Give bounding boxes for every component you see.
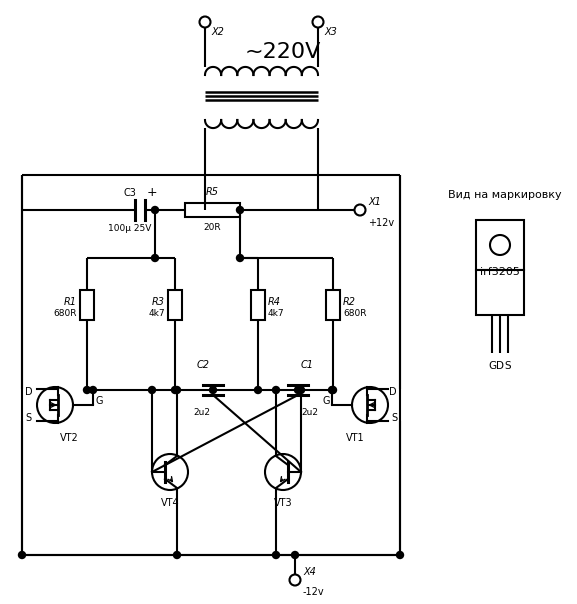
Text: ~220V: ~220V [245,42,321,62]
Text: 100μ 25V: 100μ 25V [108,224,152,233]
Text: 680R: 680R [343,309,366,318]
Circle shape [174,551,181,559]
Circle shape [152,254,159,262]
Circle shape [89,387,96,393]
Bar [168,290,182,320]
Text: VT4: VT4 [160,498,179,508]
Text: S: S [391,413,397,423]
Text: 4k7: 4k7 [268,309,284,318]
Text: C2: C2 [197,360,210,370]
Text: D: D [25,387,33,397]
Text: 2u2: 2u2 [301,408,318,417]
Text: VT3: VT3 [273,498,293,508]
Circle shape [272,551,279,559]
Circle shape [209,387,216,393]
Text: VT1: VT1 [346,433,365,443]
Text: irf3205: irf3205 [480,267,520,277]
Circle shape [237,254,243,262]
Text: D: D [496,361,504,371]
Circle shape [272,387,279,393]
Text: VT2: VT2 [60,433,78,443]
Circle shape [329,387,336,393]
Bar [80,290,94,320]
Circle shape [237,207,243,213]
Text: +: + [147,186,158,199]
Text: C1: C1 [301,360,314,370]
Circle shape [291,551,298,559]
Circle shape [396,551,403,559]
Text: S: S [505,361,511,371]
Text: R3: R3 [152,297,165,307]
Text: 20R: 20R [204,223,222,232]
Text: R1: R1 [64,297,77,307]
Text: D: D [389,387,397,397]
Text: X4: X4 [303,567,316,577]
Circle shape [18,551,25,559]
Text: R4: R4 [268,297,281,307]
Circle shape [298,387,305,393]
Text: C3: C3 [123,188,136,198]
Text: 680R: 680R [54,309,77,318]
Bar [326,290,340,320]
Text: +12v: +12v [368,218,394,228]
Text: Вид на маркировку: Вид на маркировку [448,190,562,200]
Text: 2u2: 2u2 [193,408,210,417]
Circle shape [152,207,159,213]
Bar [185,203,240,217]
Circle shape [171,387,178,393]
Circle shape [328,387,335,393]
Text: X2: X2 [211,27,224,37]
Bar [251,290,265,320]
Text: 4k7: 4k7 [148,309,165,318]
Text: S: S [25,413,31,423]
Text: X1: X1 [368,197,381,207]
Text: G: G [488,361,496,371]
Circle shape [84,387,91,393]
Circle shape [254,387,261,393]
Text: R5: R5 [206,187,219,197]
Bar [476,220,524,270]
Circle shape [148,387,155,393]
Bar [476,270,524,315]
Circle shape [174,387,181,393]
Text: X3: X3 [324,27,337,37]
Text: R2: R2 [343,297,356,307]
Circle shape [294,387,302,393]
Text: -12v: -12v [303,587,325,597]
Text: G: G [323,396,330,406]
Text: G: G [95,396,103,406]
